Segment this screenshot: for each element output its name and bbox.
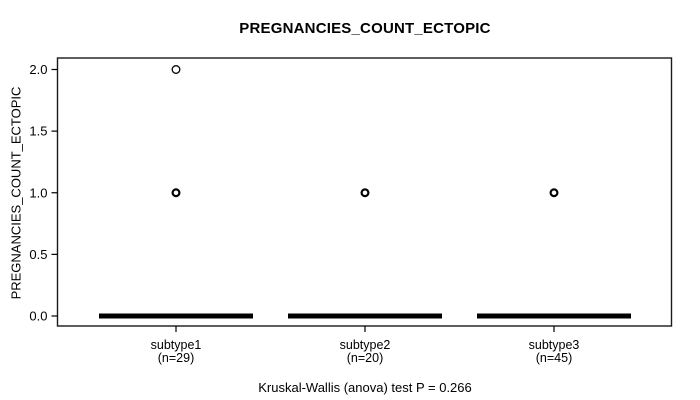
y-axis-tick-label: 0.5 (29, 247, 47, 262)
outlier-point (360, 188, 370, 198)
x-axis-sublabel: (n=45) (536, 351, 572, 365)
boxplot-collapsed-box (288, 313, 442, 319)
x-axis-sublabel: (n=20) (347, 351, 383, 365)
x-axis-label: subtype3 (529, 338, 580, 352)
y-axis-tick-label: 2.0 (29, 62, 47, 77)
y-axis-tick-label: 1.0 (29, 185, 47, 200)
x-axis-label: subtype2 (340, 338, 391, 352)
x-axis-label: subtype1 (151, 338, 202, 352)
chart-title: PREGNANCIES_COUNT_ECTOPIC (239, 20, 491, 37)
x-axis-sublabel: (n=29) (158, 351, 194, 365)
outlier-point (171, 65, 181, 74)
y-axis-tick-label: 0.0 (29, 309, 47, 324)
boxplot-collapsed-box (477, 313, 631, 319)
boxplot-collapsed-box (99, 313, 253, 319)
stat-test-caption: Kruskal-Wallis (anova) test P = 0.266 (258, 380, 472, 395)
outlier-point (549, 188, 559, 198)
plot-border (56, 57, 673, 327)
y-axis-tick-label: 1.5 (29, 124, 47, 139)
outlier-point (171, 188, 181, 198)
